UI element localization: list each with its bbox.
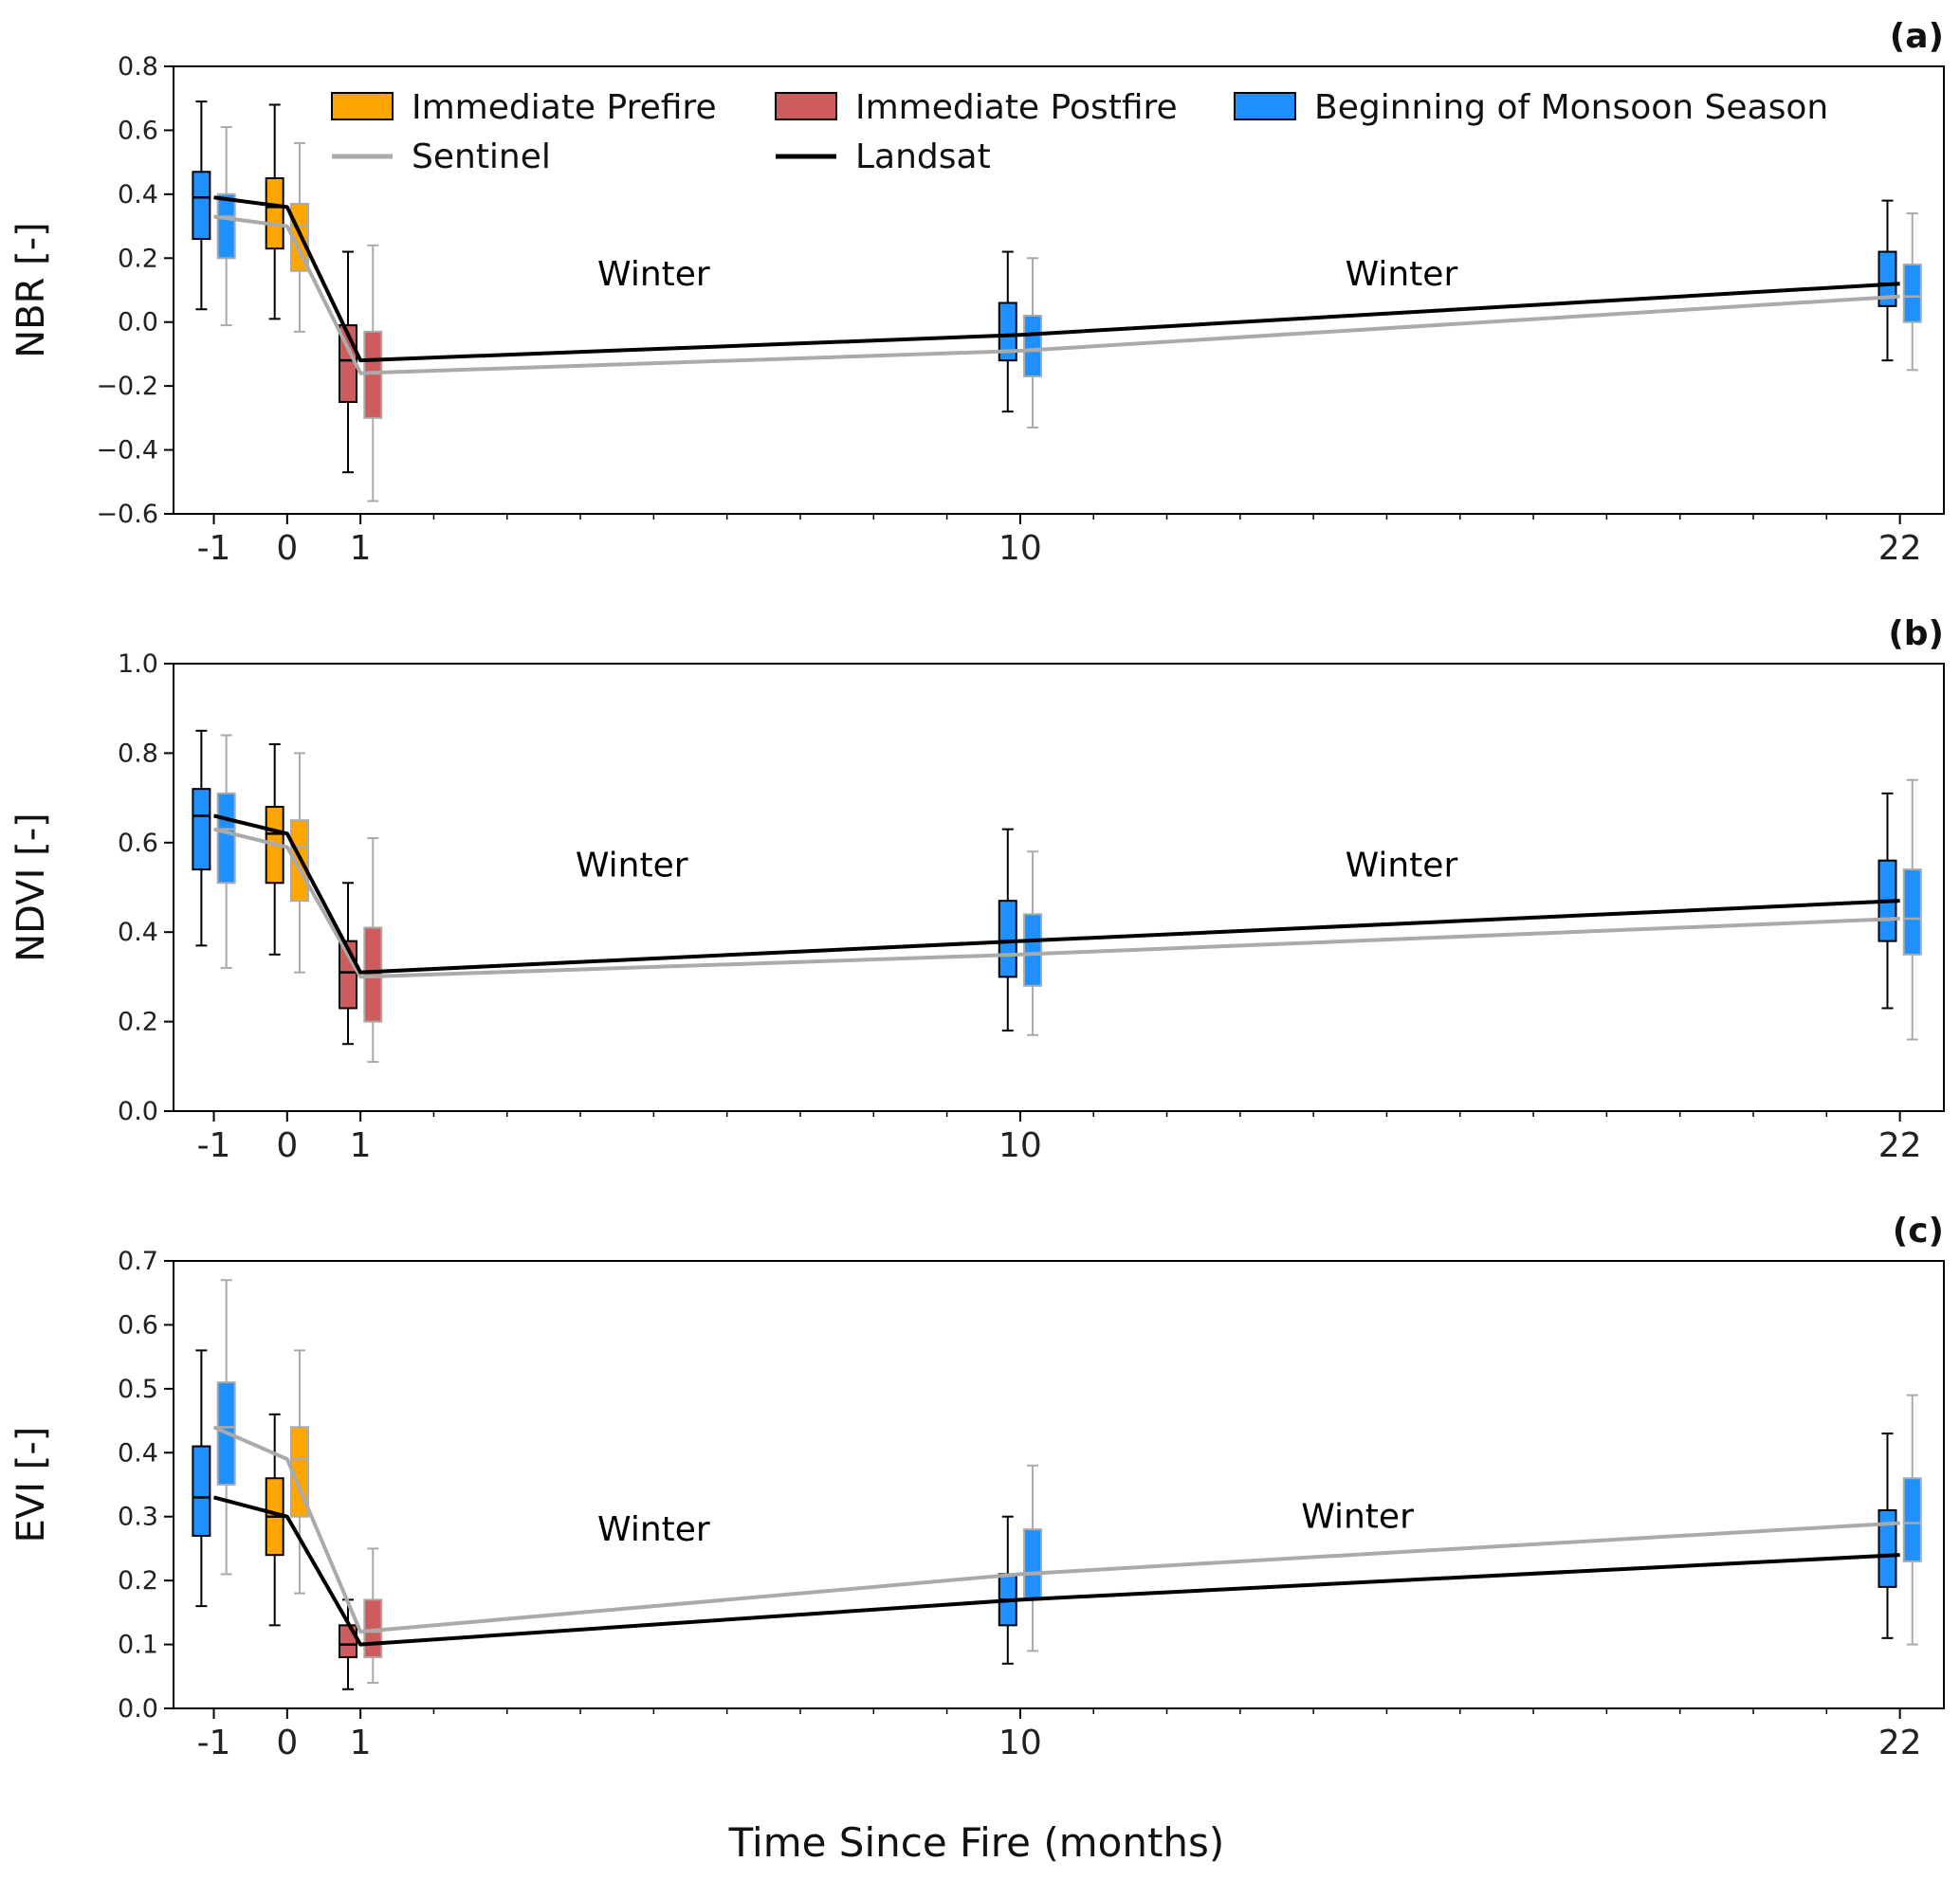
panel-label-a: (a) (1890, 17, 1944, 56)
y-tick-label-a: 0.2 (118, 244, 158, 273)
panel-a: −0.6 −0.4 −0.2 0.0 0.2 0.4 0.6 0.8 -1 0 1 10 22 NBR [… (9, 17, 1945, 568)
y-tick-label-c: 0.2 (118, 1566, 158, 1596)
legend-swatch (331, 92, 394, 120)
box-landsat (1878, 250, 1897, 307)
box-sentinel (216, 792, 236, 885)
axes-frame-c (173, 1260, 1945, 1709)
box-sentinel (1023, 1528, 1043, 1601)
box-sentinel (1902, 264, 1922, 323)
x-tick-label-a: 22 (1878, 529, 1922, 568)
axes-frame-b (173, 663, 1945, 1112)
box-sentinel (1902, 1477, 1922, 1562)
y-tick-label-a: 0.0 (118, 308, 158, 338)
box-sentinel (216, 192, 236, 260)
panel-b: 0.0 0.2 0.4 0.6 0.8 1.0 -1 0 1 10 22 NDVI [-] (b) Win… (9, 614, 1945, 1165)
box-landsat (192, 1445, 211, 1537)
y-tick-label-c: 0.4 (118, 1438, 158, 1468)
annotation-winter: Winter (1346, 846, 1458, 885)
y-tick-label-a: 0.8 (118, 52, 158, 82)
legend-swatch (1234, 92, 1296, 120)
series-line-landsat (213, 195, 1900, 363)
y-tick-label-c: 0.6 (118, 1310, 158, 1340)
series-line-sentinel (213, 214, 1900, 375)
x-tick-label-c: 10 (998, 1724, 1042, 1762)
y-tick-label-b: 0.8 (118, 739, 158, 768)
x-tick-label-a: -1 (197, 529, 231, 568)
x-tick-label-b: 10 (998, 1126, 1042, 1165)
box-sentinel (1023, 913, 1043, 987)
y-tick-label-a: 0.6 (118, 116, 158, 145)
box-sentinel (1902, 868, 1922, 956)
x-axis-label: Time Since Fire (months) (728, 1819, 1225, 1866)
y-tick-label-b: 0.6 (118, 829, 158, 858)
legend-swatch (775, 92, 837, 120)
box-landsat (192, 788, 211, 871)
legend-label: Sentinel (412, 137, 551, 176)
legend-item-landsat: Landsat (776, 137, 991, 176)
y-tick-label-a: −0.6 (96, 500, 158, 529)
box-landsat (998, 301, 1017, 362)
y-axis-label-a: NBR [-] (9, 222, 53, 358)
x-tick-label-a: 0 (276, 529, 298, 568)
legend-label: Immediate Prefire (412, 88, 717, 127)
x-tick-label-b: 1 (350, 1126, 372, 1165)
box-landsat (265, 177, 284, 250)
annotation-winter: Winter (1346, 255, 1458, 294)
annotation-winter: Winter (597, 1510, 710, 1549)
x-tick-label-c: 0 (276, 1724, 298, 1762)
x-tick-label-c: 22 (1878, 1724, 1922, 1762)
x-tick-label-c: -1 (197, 1724, 231, 1762)
x-tick-label-a: 1 (350, 529, 372, 568)
panel-c: 0.0 0.1 0.2 0.3 0.4 0.5 0.6 0.7 -1 0 1 10 22 EVI [-] (… (9, 1212, 1945, 1762)
y-tick-label-b: 0.0 (118, 1097, 158, 1126)
y-tick-label-c: 0.3 (118, 1503, 158, 1532)
series-line-sentinel (212, 1425, 1900, 1634)
y-tick-label-b: 0.2 (118, 1008, 158, 1037)
box-sentinel (1023, 314, 1043, 378)
annotation-winter: Winter (576, 846, 688, 885)
y-tick-label-c: 0.0 (118, 1694, 158, 1724)
y-tick-label-b: 0.4 (118, 918, 158, 947)
box-landsat (998, 900, 1017, 978)
legend-label: Immediate Postfire (855, 88, 1178, 127)
x-tick-label-c: 1 (350, 1724, 372, 1762)
box-landsat (192, 171, 211, 241)
legend: Immediate Prefire Immediate Postfire Begin… (331, 88, 1828, 176)
y-tick-label-c: 0.1 (118, 1631, 158, 1660)
x-tick-label-a: 10 (998, 529, 1042, 568)
series-line-landsat (213, 1495, 1900, 1647)
box-landsat (1878, 1508, 1897, 1588)
x-tick-label-b: -1 (197, 1126, 231, 1165)
y-tick-label-a: −0.2 (96, 372, 158, 401)
legend-label: Landsat (855, 137, 991, 176)
panel-label-c: (c) (1893, 1212, 1944, 1250)
y-tick-label-a: −0.4 (96, 436, 158, 465)
y-tick-label-a: 0.4 (118, 180, 158, 210)
x-tick-label-b: 0 (276, 1126, 298, 1165)
legend-item-immediate-prefire: Immediate Prefire (331, 88, 717, 127)
annotation-winter: Winter (597, 255, 710, 294)
series-line-sentinel (213, 827, 1900, 979)
axes-frame-a (173, 65, 1945, 515)
legend-item-immediate-postfire: Immediate Postfire (775, 88, 1178, 127)
y-tick-label-c: 0.5 (118, 1375, 158, 1404)
y-axis-label-b: NDVI [-] (9, 812, 53, 962)
legend-label: Beginning of Monsoon Season (1314, 88, 1828, 127)
annotation-winter: Winter (1301, 1498, 1414, 1537)
y-tick-label-b: 1.0 (118, 649, 158, 679)
y-axis-label-c: EVI [-] (9, 1427, 53, 1543)
panel-label-b: (b) (1888, 614, 1944, 653)
y-tick-label-c: 0.7 (118, 1247, 158, 1276)
series-line-landsat (213, 813, 1900, 975)
legend-item-beginning-of-monsoon-season: Beginning of Monsoon Season (1234, 88, 1828, 127)
legend-item-sentinel: Sentinel (332, 137, 551, 176)
x-tick-label-b: 22 (1878, 1126, 1922, 1165)
